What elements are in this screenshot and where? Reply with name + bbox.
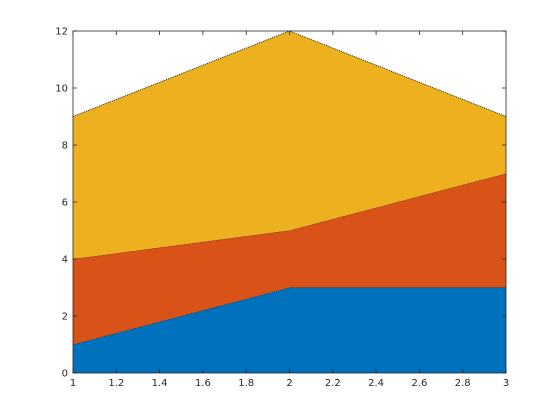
- y-tick-label: 12: [55, 27, 68, 38]
- x-tick-label: 1.6: [195, 378, 211, 389]
- areas-layer: [72, 30, 507, 373]
- area-series-1: [73, 287, 506, 373]
- x-tick-label: 1.2: [108, 378, 124, 389]
- y-tick-label: 10: [55, 84, 68, 95]
- y-tick-label: 0: [62, 369, 68, 380]
- area-series-2: [73, 173, 506, 345]
- x-tick-label: 1.8: [238, 378, 254, 389]
- x-tick-label: 2: [286, 378, 292, 389]
- x-tick-label: 2.8: [455, 378, 471, 389]
- x-tick-label: 1: [70, 378, 76, 389]
- area-series-3: [73, 31, 506, 259]
- x-axis: 1 1.2 1.4 1.6 1.8 2 2.2 2.4 2.6 2.8 3: [70, 31, 509, 389]
- x-tick-label: 3: [503, 378, 509, 389]
- y-tick-label: 4: [62, 255, 68, 266]
- y-tick-label: 6: [62, 198, 68, 209]
- y-axis: 0 2 4 6 8 10 12: [55, 27, 506, 380]
- x-tick-label: 2.6: [411, 378, 427, 389]
- x-tick-label: 2.2: [325, 378, 341, 389]
- x-tick-label: 2.4: [368, 378, 384, 389]
- y-tick-label: 2: [62, 312, 68, 323]
- y-tick-label: 8: [62, 141, 68, 152]
- x-tick-label: 1.4: [152, 378, 168, 389]
